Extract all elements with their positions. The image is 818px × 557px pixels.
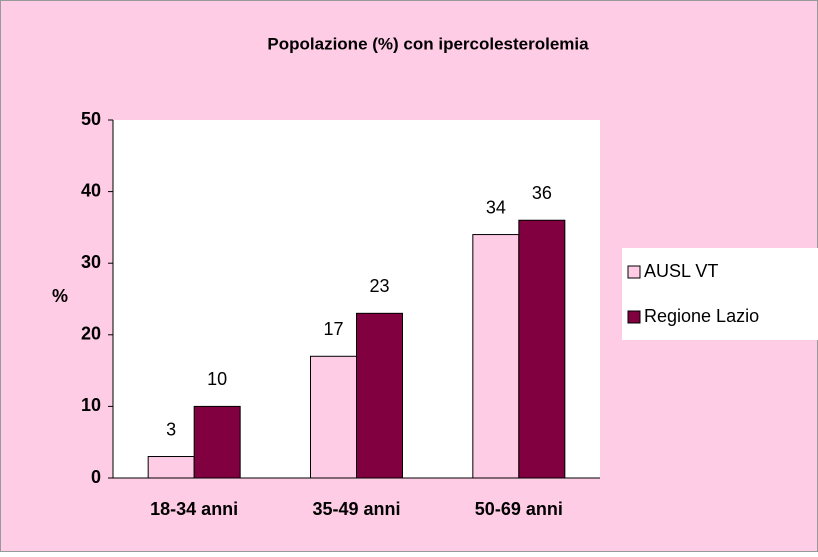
bar [147,456,195,479]
y-tick-label: 50 [81,109,101,129]
y-tick-label: 40 [81,180,101,200]
bar [356,312,403,479]
y-tick-label: 30 [81,252,101,272]
bar [193,405,241,479]
legend-label: AUSL VT [644,261,718,281]
legend [622,248,818,340]
legend-label: Regione Lazio [644,306,759,326]
y-tick-label: 20 [81,324,101,344]
y-tick-label: 0 [91,467,101,487]
legend-swatch [627,265,641,279]
bar [310,355,357,479]
bar [472,234,520,479]
value-label: 36 [532,183,552,203]
x-tick-label: 50-69 anni [475,499,563,519]
value-label: 10 [207,369,227,389]
value-label: 17 [323,319,343,339]
legend-swatch [627,310,641,324]
value-label: 34 [486,197,506,217]
x-tick-label: 18-34 anni [150,499,238,519]
y-axis-label: % [52,286,68,306]
value-label: 3 [166,419,176,439]
x-tick-label: 35-49 anni [312,499,400,519]
bar [518,219,566,479]
y-tick-label: 10 [81,395,101,415]
chart-title: Popolazione (%) con ipercolesterolemia [267,34,589,53]
value-label: 23 [369,276,389,296]
